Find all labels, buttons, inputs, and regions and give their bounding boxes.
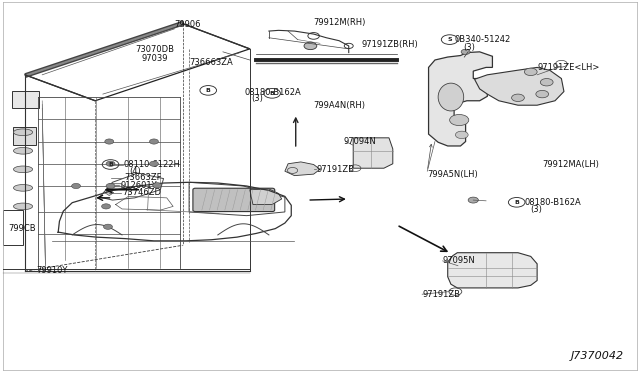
Text: 73070DB: 73070DB	[135, 45, 174, 54]
Text: 73746ZD: 73746ZD	[122, 188, 161, 197]
Text: (4): (4)	[130, 167, 141, 176]
Text: J7370042: J7370042	[570, 352, 623, 362]
Text: B: B	[269, 91, 275, 96]
Text: (3): (3)	[531, 205, 543, 214]
Circle shape	[105, 139, 114, 144]
Text: 73663ZF: 73663ZF	[124, 173, 161, 182]
Text: 912601Y: 912601Y	[120, 181, 157, 190]
Polygon shape	[429, 52, 492, 146]
Circle shape	[468, 197, 478, 203]
Text: 736663ZA: 736663ZA	[189, 58, 233, 67]
Circle shape	[304, 42, 317, 49]
Circle shape	[102, 204, 111, 209]
Polygon shape	[105, 190, 114, 196]
Circle shape	[536, 90, 548, 98]
Text: 79912M(RH): 79912M(RH)	[314, 18, 366, 27]
Ellipse shape	[438, 83, 464, 111]
Circle shape	[106, 161, 115, 166]
Polygon shape	[448, 253, 537, 288]
Circle shape	[540, 78, 553, 86]
Text: 97094N: 97094N	[344, 137, 376, 146]
FancyBboxPatch shape	[193, 188, 275, 212]
Polygon shape	[474, 67, 564, 105]
Text: B: B	[515, 200, 519, 205]
Text: (3): (3)	[463, 42, 475, 51]
Text: 799CB: 799CB	[8, 224, 36, 233]
Ellipse shape	[13, 185, 33, 191]
Circle shape	[456, 131, 468, 138]
Circle shape	[106, 183, 115, 189]
Text: B: B	[108, 162, 113, 167]
Text: 97191ZB: 97191ZB	[317, 165, 355, 174]
Circle shape	[104, 224, 113, 230]
Circle shape	[153, 183, 162, 188]
Text: 08180-B162A: 08180-B162A	[244, 88, 301, 97]
Ellipse shape	[13, 203, 33, 210]
Polygon shape	[353, 138, 393, 168]
Circle shape	[150, 139, 159, 144]
Circle shape	[511, 94, 524, 102]
Text: 97191ZB(RH): 97191ZB(RH)	[362, 40, 419, 49]
Ellipse shape	[13, 129, 33, 136]
Text: B: B	[206, 88, 211, 93]
Text: 79912MA(LH): 79912MA(LH)	[542, 160, 599, 169]
Circle shape	[150, 161, 159, 166]
Text: 0B340-51242: 0B340-51242	[454, 35, 510, 44]
Circle shape	[461, 49, 470, 54]
Text: 799A5N(LH): 799A5N(LH)	[428, 170, 478, 179]
Text: S: S	[447, 37, 452, 42]
Text: 799A4N(RH): 799A4N(RH)	[314, 101, 365, 110]
Circle shape	[524, 68, 537, 76]
Text: 97191ZE<LH>: 97191ZE<LH>	[537, 63, 600, 72]
Text: 08180-B162A: 08180-B162A	[524, 198, 581, 207]
FancyBboxPatch shape	[109, 183, 121, 188]
Circle shape	[72, 183, 81, 189]
Text: 97095N: 97095N	[443, 256, 476, 264]
Polygon shape	[250, 189, 282, 205]
Circle shape	[450, 115, 468, 126]
Text: (3): (3)	[251, 94, 263, 103]
Text: 08110-6122H: 08110-6122H	[124, 160, 181, 169]
Ellipse shape	[13, 147, 33, 154]
Polygon shape	[12, 92, 39, 108]
Text: 97191ZB: 97191ZB	[422, 290, 460, 299]
Text: 97039: 97039	[141, 54, 168, 62]
Polygon shape	[285, 162, 320, 176]
Polygon shape	[13, 127, 36, 145]
Ellipse shape	[13, 166, 33, 173]
Text: 79906: 79906	[175, 20, 201, 29]
Text: 79910Y: 79910Y	[36, 266, 67, 275]
